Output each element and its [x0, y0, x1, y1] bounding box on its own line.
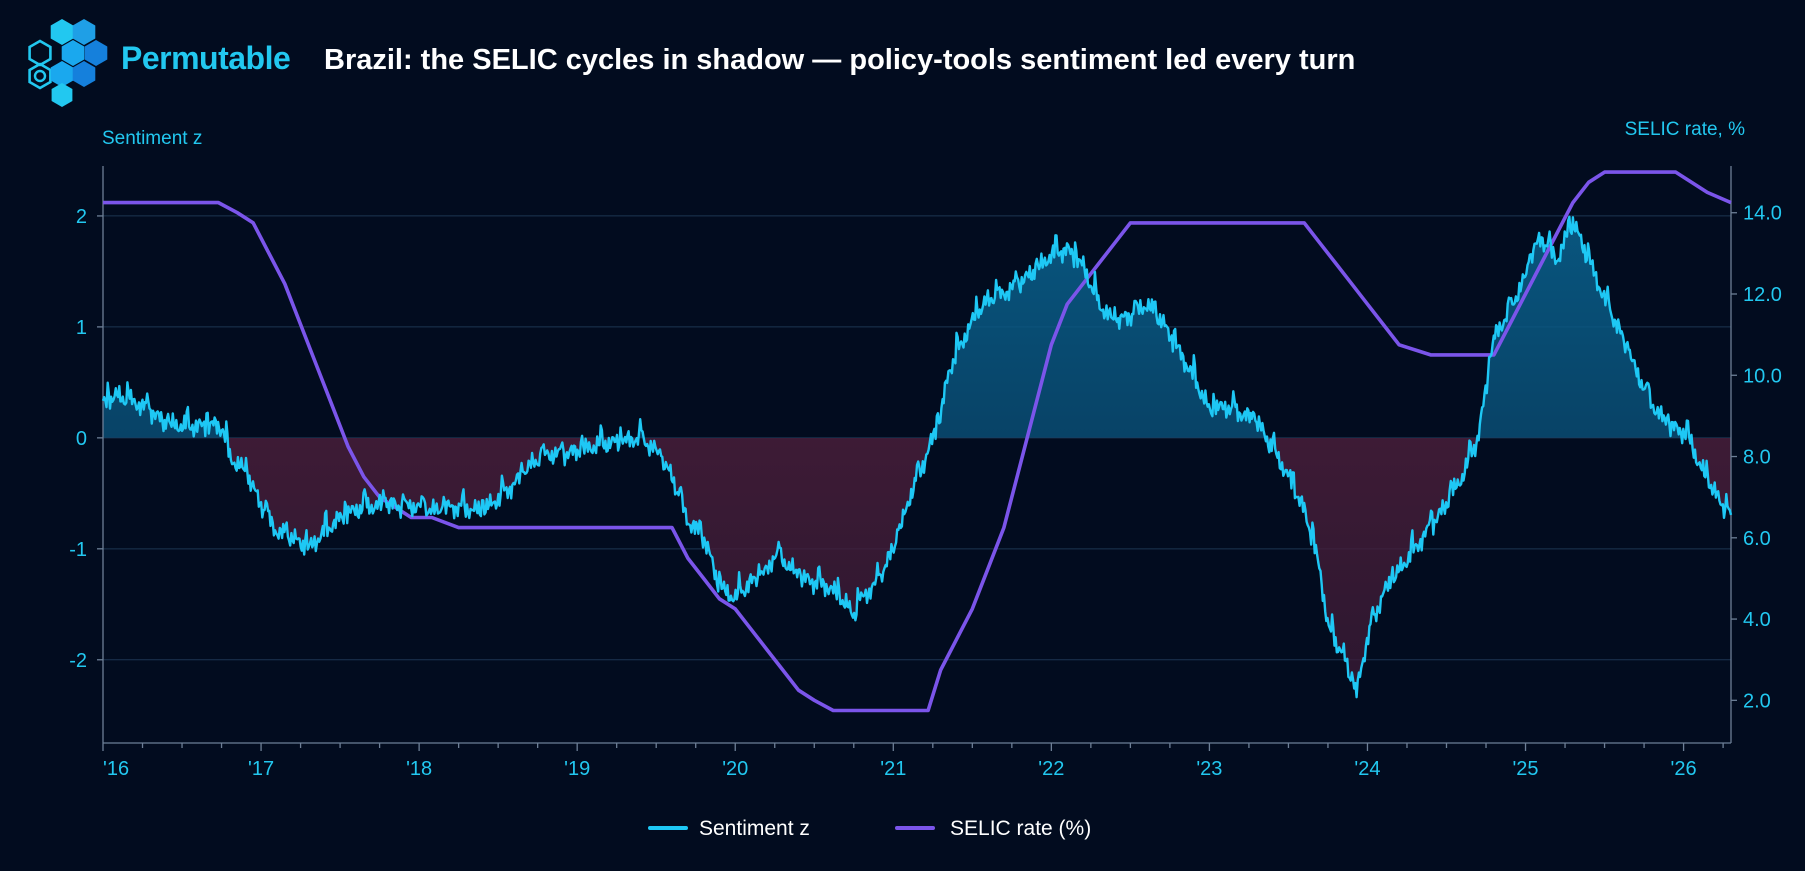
axes — [102, 166, 1732, 744]
right-tick-label: 4.0 — [1743, 609, 1771, 631]
logo-hexagon — [28, 62, 52, 90]
left-tick-label: -2 — [69, 650, 87, 672]
chart-title: Brazil: the SELIC cycles in shadow — pol… — [324, 44, 1356, 76]
logo-hexagon — [61, 40, 85, 66]
x-tick-label: '20 — [722, 758, 748, 780]
legend-label-sentiment: Sentiment z — [699, 817, 810, 840]
left-tick-label: -1 — [69, 539, 87, 561]
x-tick-label: '19 — [564, 758, 590, 780]
logo-hexagon — [50, 61, 74, 87]
brand-name: Permutable — [121, 40, 291, 76]
x-tick-label: '17 — [248, 758, 274, 780]
x-tick-label: '21 — [880, 758, 906, 780]
series-line-sentiment-z — [101, 215, 1733, 699]
left-tick-label: 2 — [76, 206, 87, 228]
right-axis-ticks: 14.0 12.0 10.0 8.0 6.0 4.0 2.0 — [1731, 203, 1782, 712]
logo-hexagon — [84, 40, 108, 66]
x-tick-label: '16 — [103, 758, 129, 780]
x-tick-label: '22 — [1038, 758, 1064, 780]
left-axis-ticks: 2 1 0 -1 -2 — [69, 206, 103, 672]
right-tick-label: 12.0 — [1743, 284, 1782, 306]
sentiment-negative-area — [103, 437, 1731, 698]
logo-hexagon — [50, 19, 74, 45]
left-axis-title: Sentiment z — [102, 128, 202, 149]
sentiment-positive-area — [103, 216, 1692, 438]
x-axis-ticks: '16 '17 '18 '19 '20 '21 '22 '23 '24 '25 '26 — [102, 743, 1724, 780]
x-tick-label: '24 — [1354, 758, 1380, 780]
left-tick-label: 1 — [76, 317, 87, 339]
series-line-selic-rate — [103, 170, 1732, 713]
right-tick-label: 6.0 — [1743, 528, 1771, 550]
legend-label-selic: SELIC rate (%) — [950, 817, 1091, 840]
grid — [103, 215, 1731, 661]
right-tick-label: 2.0 — [1743, 690, 1771, 712]
hexagon-cluster-icon — [28, 19, 108, 107]
x-tick-label: '18 — [406, 758, 432, 780]
right-tick-label: 8.0 — [1743, 447, 1771, 469]
logo-ring — [33, 69, 47, 83]
logo-hexagon — [72, 19, 96, 45]
legend: Sentiment z SELIC rate (%) — [648, 817, 1091, 840]
logo-hexagon — [72, 61, 96, 87]
x-tick-label: '23 — [1196, 758, 1222, 780]
right-tick-label: 10.0 — [1743, 365, 1782, 387]
right-tick-label: 14.0 — [1743, 203, 1782, 225]
x-tick-label: '25 — [1512, 758, 1538, 780]
x-tick-label: '26 — [1671, 758, 1697, 780]
logo-hexagon — [51, 83, 73, 107]
right-axis-title: SELIC rate, % — [1625, 119, 1745, 140]
left-tick-label: 0 — [76, 428, 87, 450]
